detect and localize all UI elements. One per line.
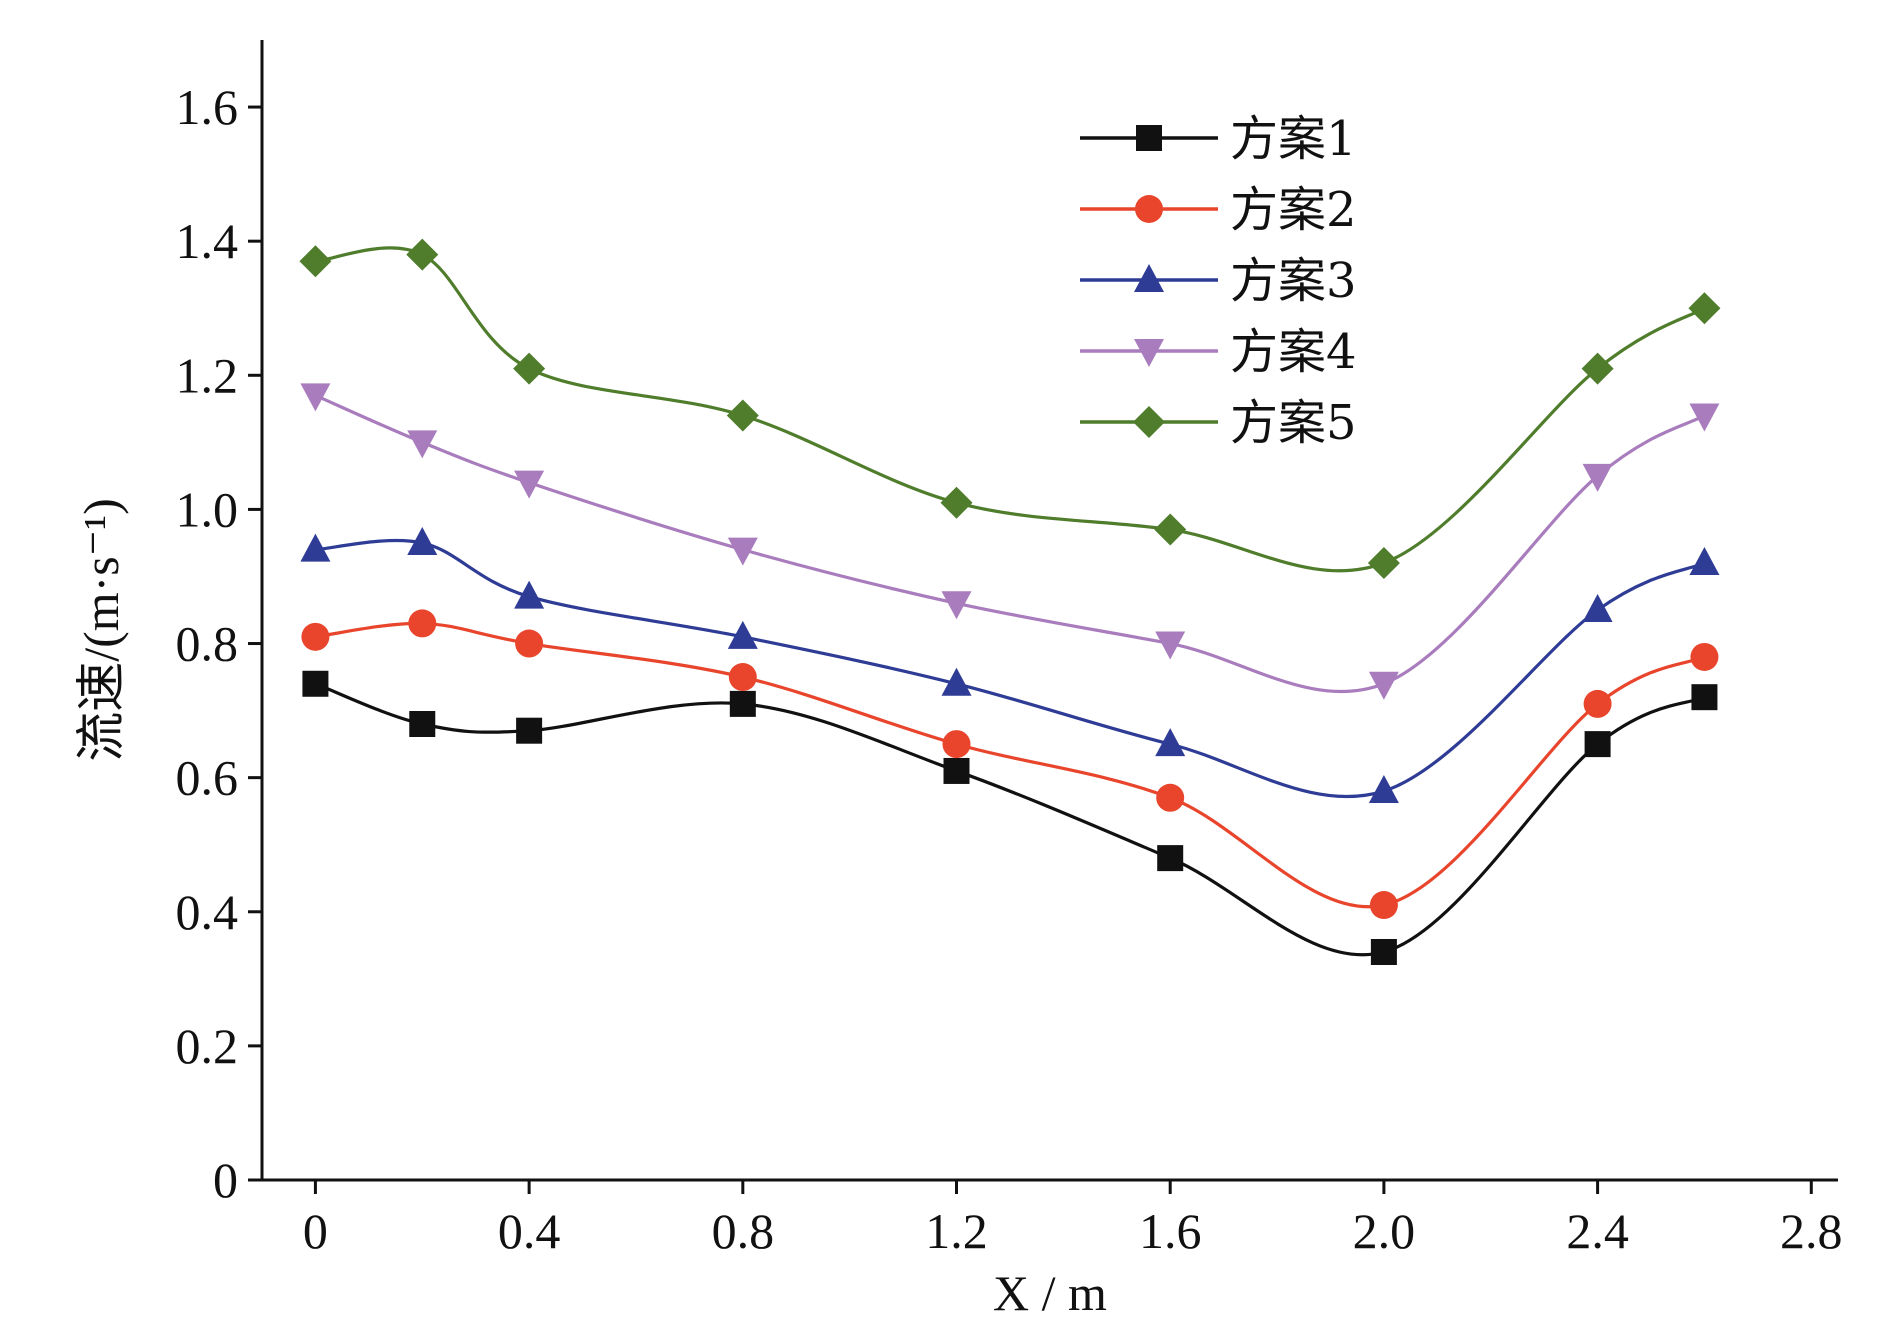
data-point [409,711,436,737]
data-point [1155,631,1186,660]
x-tick-label: 0.4 [498,1203,561,1259]
data-point [942,730,971,759]
series-line-1 [314,682,1706,957]
y-tick-label: 1.6 [176,79,239,135]
legend-label: 方案1 [1230,111,1357,167]
x-tick-label: 1.2 [925,1203,988,1259]
data-point [1689,547,1720,576]
y-tick-label: 0.8 [176,616,239,672]
data-point [1369,891,1398,920]
data-point [300,533,331,562]
data-point [407,526,438,555]
x-tick-label: 0 [303,1203,328,1259]
data-point [516,717,543,744]
series-line-5 [315,246,1706,573]
data-point [1368,671,1399,700]
data-point [1584,731,1611,758]
data-point [1367,547,1400,580]
data-point [514,470,545,499]
x-tick-label: 2.0 [1353,1203,1416,1259]
y-axis-title: 流速/(m·s⁻¹) [73,498,129,762]
data-point [1582,594,1613,622]
data-point [1154,513,1187,546]
data-point [943,757,970,784]
data-point [406,238,439,271]
y-tick-label: 1.2 [176,347,239,403]
data-point [300,383,331,412]
data-point [302,670,329,697]
y-tick-label: 1.0 [176,481,239,537]
legend-marker [1134,339,1164,367]
data-point [729,690,756,717]
legend-marker [1136,125,1162,151]
data-point [940,486,973,519]
series-lines [314,246,1706,957]
data-point [727,537,758,566]
series-line-4 [314,393,1706,694]
y-tick-label: 1.4 [176,213,239,269]
y-tick-label: 0.2 [176,1018,239,1074]
data-point [515,629,544,658]
x-tick-label: 0.8 [712,1203,775,1259]
data-point [1688,292,1721,325]
data-point [941,591,972,620]
legend-marker [1133,406,1165,438]
legend: 方案1 方案2 方案3 方案4 方案5 [1080,111,1357,451]
data-point [1583,689,1612,718]
data-point [1155,728,1186,757]
x-tick-label: 1.6 [1139,1203,1202,1259]
data-point [1690,642,1719,671]
legend-label: 方案2 [1230,182,1357,238]
data-point [727,620,758,649]
legend-label: 方案5 [1230,395,1357,451]
legend-marker [1134,264,1164,292]
data-point [1370,939,1397,965]
legend-marker [1135,195,1163,223]
data-point [1582,463,1613,492]
data-point [1368,775,1399,804]
y-tick-label: 0.6 [176,750,239,806]
x-tick-label: 2.8 [1780,1203,1843,1259]
legend-label: 方案4 [1230,324,1357,380]
legend-label: 方案3 [1230,253,1357,309]
data-point [1689,403,1720,432]
data-point [728,663,757,692]
x-tick-label: 2.4 [1566,1203,1629,1259]
y-tick-label: 0 [213,1152,238,1208]
data-point [513,352,546,385]
data-point [1157,845,1184,872]
axes: 0 0.2 0.4 0.6 0.8 1.0 1.2 1.4 1.6 0 0.4 0.8 1.2 1.6 2.… [176,40,1843,1259]
data-point [1156,783,1185,812]
data-point [301,622,330,651]
x-axis-title: X / m [993,1265,1107,1321]
y-tick-label: 0.4 [176,884,239,940]
series-line-3 [315,538,1706,799]
data-point [299,245,332,278]
series-line-2 [315,621,1706,909]
data-point [408,609,437,638]
data-point [514,580,545,609]
data-point [407,430,438,459]
series-markers [299,238,1721,965]
data-point [726,399,759,432]
data-point [941,667,972,696]
data-point [1581,352,1614,385]
data-point [1691,684,1718,711]
